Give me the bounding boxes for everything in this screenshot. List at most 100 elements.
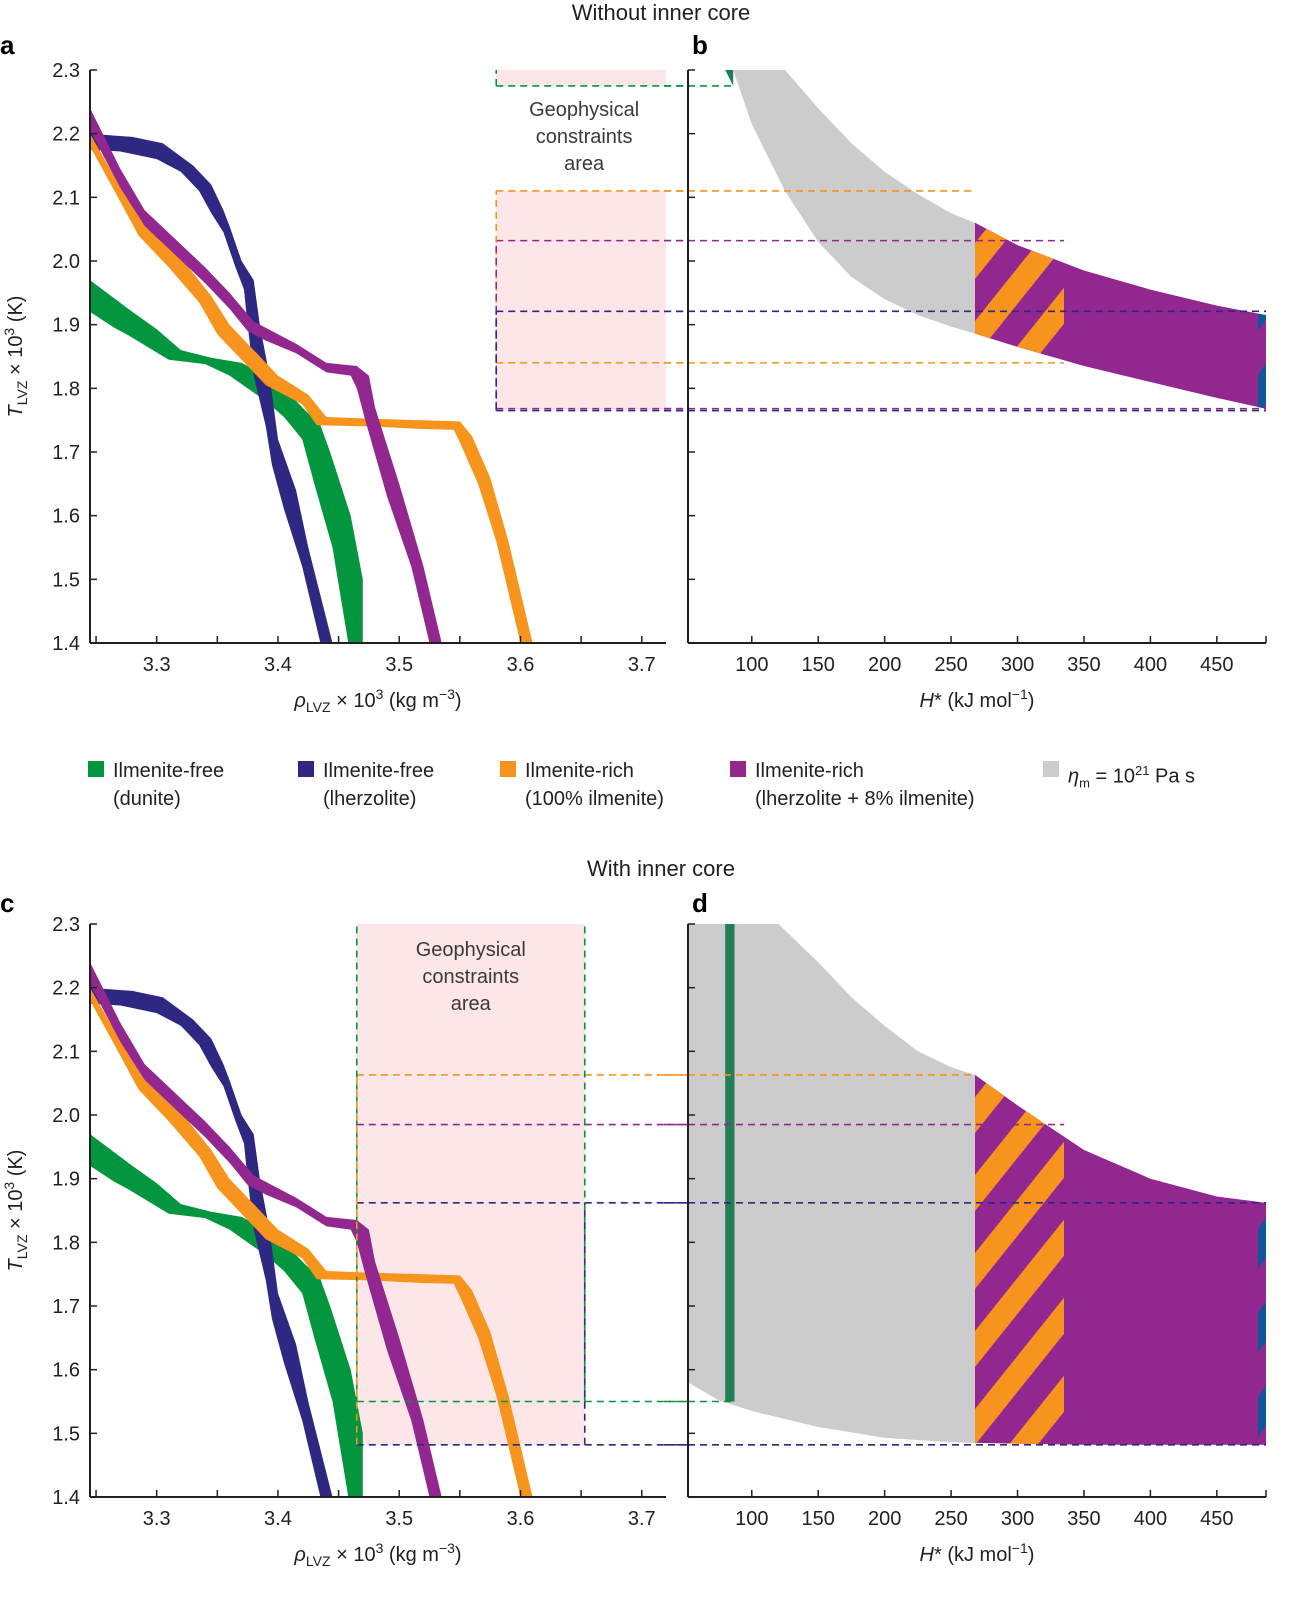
x-tick-label: 400 [1134,1508,1167,1530]
legend-label-ilm8-1: Ilmenite-rich [755,760,864,782]
y-tick-label: 1.4 [52,1487,80,1509]
legend-item-ilm8: Ilmenite-rich (lherzolite + 8% ilmenite) [730,757,975,813]
x-tick-label: 250 [934,1508,967,1530]
lherzolite-stripe [1253,10,1288,100]
x-tick-label: 350 [1067,654,1100,676]
x-tick-label: 3.7 [628,654,656,676]
geophysical-region-a-0 [496,70,666,86]
panel-label-a: a [0,30,15,60]
ilm100-stripe [975,1074,1064,1158]
lherzolite-stripe [1258,313,1266,338]
x-tick-label: 3.3 [143,654,171,676]
lherzolite-stripe [1253,0,1288,86]
ilm100-stripe [975,222,1064,226]
ilm100-stripe [975,1222,1064,1445]
ilm100-stripe [975,222,1064,361]
legend-swatch-viscosity [1043,761,1059,777]
lherzolite-stripe [1253,416,1288,506]
ilm100-stripe [955,0,1124,70]
region-label-line: area [564,153,605,175]
ilm100-stripe [955,525,1124,772]
lherzolite-stripe [1258,332,1266,409]
lherzolite-stripe [1253,1088,1288,1178]
legend-swatch-ilm8 [730,761,746,777]
legend-label-ilm100-2: (100% ilmenite) [525,788,664,810]
x-tick-label: 450 [1200,1508,1233,1530]
lherzolite-stripe [1253,934,1288,1024]
axes-b: 100 150 200 250 300 350 400 450 H* (kJ mol−1) [687,69,1267,712]
x-tick-label: 3.5 [385,1508,413,1530]
ilm100-stripe [955,0,1124,148]
lherzolite-stripe [1258,1201,1266,1276]
lherzolite-stripe [1253,164,1288,254]
legend-label-ilm100-1: Ilmenite-rich [525,760,634,782]
dashed-lines-d [664,1074,1266,1446]
region-label-line: constraints [422,966,519,988]
y-tick-label: 2.0 [52,1105,80,1127]
x-axis-title-c: ρLVZ × 103 (kg m−3) [293,1540,461,1569]
lherzolite-stripe [1258,1270,1266,1360]
legend-label-ilm8-2: (lherzolite + 8% ilmenite) [755,788,975,810]
lherzolite-stripe [1253,1522,1288,1610]
lherzolite-overlap-b [1253,0,1288,1610]
x-tick-label: 3.6 [507,654,535,676]
ilm100-stripe [975,1300,1064,1445]
lherzolite-stripe [1253,1018,1288,1108]
lherzolite-stripe [1253,94,1288,184]
panel-b: 100 150 200 250 300 350 400 450 H* (kJ mol−1) [664,0,1288,1610]
legend-label-dunite-1: Ilmenite-free [113,760,225,782]
y-axis-title-c: TLVZ × 103 (K) [1,1150,30,1272]
ilm100-stripe [955,521,1124,768]
legend-swatch-ilm100 [500,761,516,777]
x-tick-label: 350 [1067,1508,1100,1530]
x-tick-label: 3.4 [264,654,292,676]
legend-item-dunite: Ilmenite-free (dunite) [88,757,224,813]
legend-label-lherzolite-1: Ilmenite-free [323,760,435,782]
lherzolite-stripe [1253,584,1288,674]
lherzolite-stripe [1253,500,1288,590]
ilm100-stripe [955,0,1124,66]
ilm100-stripe [975,222,1064,304]
ilm100-stripes-b [955,0,1124,772]
ilm100-stripe [975,1074,1064,1080]
x-tick-label: 3.6 [507,1508,535,1530]
series-band-ilm8 [90,108,442,643]
x-tick-label: 3.5 [385,654,413,676]
y-tick-label: 1.7 [52,1296,80,1318]
plot-area-a [90,70,666,643]
x-axis-title-d: H* (kJ mol−1) [920,1540,1035,1566]
ilm100-stripe [955,365,1124,612]
ilm100-stripe [975,1144,1064,1392]
legend-item-viscosity: ηm = 1021 Pa s [1043,757,1195,798]
lherzolite-stripe [1253,1592,1288,1610]
region-label-line: Geophysical [416,939,526,961]
ilm100-stripe [955,443,1124,690]
series-band-dunite [90,280,363,643]
geophysical-region-a-1 [496,190,666,411]
section-title-without-core: Without inner core [572,0,751,25]
panel-a: Geophysicalconstraintsarea1.41.51.61.71.… [1,60,690,715]
plot-area-b [725,0,1288,1610]
legend-item-ilm100: Ilmenite-rich (100% ilmenite) [500,757,664,813]
axes-c: 1.4 1.5 1.6 1.7 1.8 1.9 2.0 2.1 2.2 2.3 3.3 3.4 3.5 3… [1,914,666,1569]
dashed-lines-c [355,924,690,1446]
lherzolite-stripe [1253,430,1288,520]
y-tick-label: 2.3 [52,914,80,936]
x-axis-title-b: H* (kJ mol−1) [920,686,1035,712]
x-tick-label: 150 [802,1508,835,1530]
section-title-with-core: With inner core [587,856,735,881]
series-band-ilm8 [90,962,442,1497]
y-tick-label: 1.6 [52,1360,80,1382]
y-tick-label: 1.8 [52,1232,80,1254]
lherzolite-stripe [1253,514,1288,604]
x-tick-label: 3.7 [628,1508,656,1530]
lherzolite-overlap-d [1253,0,1288,1610]
ilm100-stripe [955,0,1124,144]
legend-label-dunite-2: (dunite) [113,788,181,810]
lherzolite-stripe [1253,0,1288,16]
x-tick-label: 300 [1001,654,1034,676]
x-tick-label: 3.4 [264,1508,292,1530]
region-label-line: Geophysical [529,99,639,121]
y-tick-label: 2.1 [52,1041,80,1063]
y-tick-label: 2.2 [52,978,80,1000]
